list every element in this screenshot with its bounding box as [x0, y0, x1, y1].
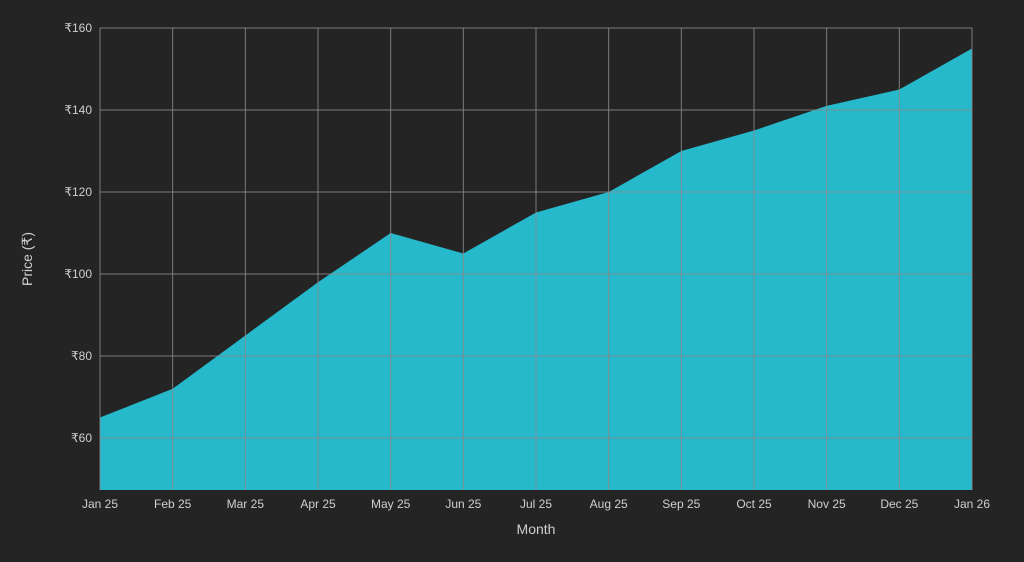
tick-labels-layer: ₹60 ₹80 ₹100 ₹120 ₹140 ₹160 Jan 25 Feb 25 Mar 25… — [64, 21, 990, 511]
y-tick-label: ₹100 — [64, 267, 92, 281]
x-tick-label: Jun 25 — [445, 497, 481, 511]
y-axis-title: Price (₹) — [19, 232, 35, 286]
y-tick-label: ₹60 — [71, 431, 92, 445]
x-tick-label: Jan 26 — [954, 497, 990, 511]
x-tick-label: Oct 25 — [736, 497, 772, 511]
x-tick-label: Mar 25 — [227, 497, 265, 511]
x-tick-label: Jul 25 — [520, 497, 552, 511]
x-tick-label: Apr 25 — [300, 497, 336, 511]
x-tick-label: May 25 — [371, 497, 411, 511]
y-tick-label: ₹160 — [64, 21, 92, 35]
x-tick-label: Sep 25 — [662, 497, 700, 511]
x-axis-title: Month — [517, 521, 556, 537]
grid-lines-layer — [99, 27, 973, 490]
x-tick-label: Aug 25 — [590, 497, 628, 511]
y-tick-label: ₹120 — [64, 185, 92, 199]
y-tick-label: ₹140 — [64, 103, 92, 117]
x-tick-label: Jan 25 — [82, 497, 118, 511]
x-tick-label: Feb 25 — [154, 497, 192, 511]
x-tick-label: Nov 25 — [808, 497, 846, 511]
x-tick-label: Dec 25 — [880, 497, 918, 511]
y-tick-label: ₹80 — [71, 349, 92, 363]
